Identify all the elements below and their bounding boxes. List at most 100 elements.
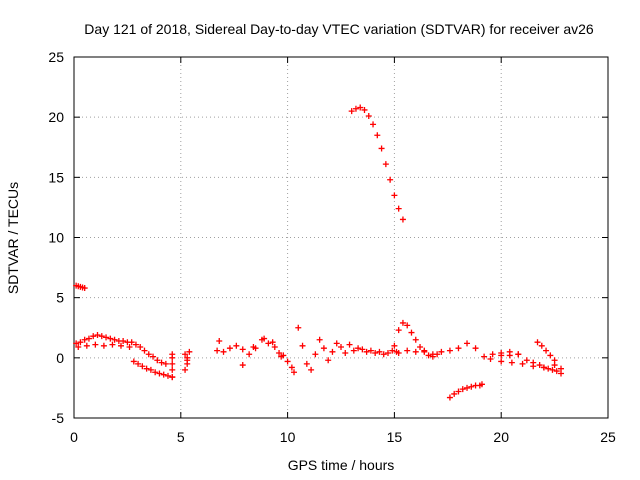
y-tick-label: 15 bbox=[48, 169, 64, 185]
data-point bbox=[111, 336, 118, 343]
x-tick-label: 0 bbox=[70, 429, 78, 445]
data-marks bbox=[73, 104, 565, 401]
data-point bbox=[130, 358, 137, 365]
data-point bbox=[98, 333, 105, 340]
data-point bbox=[446, 347, 453, 354]
data-point bbox=[508, 359, 515, 366]
series-segment-10-15h bbox=[295, 324, 400, 373]
data-point bbox=[515, 351, 522, 358]
data-point bbox=[487, 356, 494, 363]
x-tick-label: 15 bbox=[387, 429, 403, 445]
data-point bbox=[94, 331, 101, 338]
data-point bbox=[553, 368, 560, 375]
data-point bbox=[399, 216, 406, 223]
data-point bbox=[135, 360, 142, 367]
data-point bbox=[308, 366, 315, 373]
grid bbox=[73, 56, 609, 419]
tick-labels: 0 5 10 15 20 25 -5 0 5 10 15 20 25 bbox=[48, 49, 616, 445]
data-point bbox=[359, 346, 366, 353]
data-point bbox=[355, 345, 362, 352]
data-point bbox=[387, 176, 394, 183]
data-point bbox=[408, 329, 415, 336]
data-point bbox=[464, 340, 471, 347]
data-point bbox=[164, 372, 171, 379]
data-point bbox=[128, 339, 135, 346]
data-point bbox=[250, 344, 257, 351]
data-point bbox=[357, 104, 364, 111]
data-point bbox=[261, 335, 268, 342]
data-point bbox=[216, 337, 223, 344]
data-point bbox=[438, 348, 445, 355]
data-point bbox=[451, 390, 458, 397]
data-point bbox=[269, 339, 276, 346]
data-point bbox=[519, 360, 526, 367]
series-segment-20-23h-lower bbox=[487, 356, 565, 372]
data-point bbox=[348, 108, 355, 115]
data-point bbox=[299, 342, 306, 349]
data-point bbox=[150, 353, 157, 360]
data-point bbox=[169, 374, 176, 381]
data-point bbox=[152, 369, 159, 376]
plot-frame bbox=[73, 56, 609, 419]
data-point bbox=[372, 350, 379, 357]
data-point bbox=[239, 362, 246, 369]
data-point bbox=[83, 342, 90, 349]
y-tick-label: 5 bbox=[56, 290, 64, 306]
data-point bbox=[303, 360, 310, 367]
data-point bbox=[412, 348, 419, 355]
data-point bbox=[342, 350, 349, 357]
data-point bbox=[540, 364, 547, 371]
data-point bbox=[137, 344, 144, 351]
data-point bbox=[126, 344, 133, 351]
data-point bbox=[429, 351, 436, 358]
data-point bbox=[276, 350, 283, 357]
series-segment-17-19h-negative bbox=[446, 381, 485, 401]
series-segment-5-6h bbox=[182, 348, 193, 373]
data-point bbox=[169, 360, 176, 367]
data-point bbox=[154, 357, 161, 364]
data-point bbox=[182, 366, 189, 373]
data-point bbox=[182, 351, 189, 358]
data-point bbox=[145, 351, 152, 358]
data-point bbox=[459, 386, 466, 393]
data-point bbox=[352, 105, 359, 112]
x-tick-label: 10 bbox=[280, 429, 296, 445]
data-point bbox=[534, 339, 541, 346]
data-point bbox=[139, 363, 146, 370]
data-point bbox=[90, 333, 97, 340]
data-point bbox=[233, 342, 240, 349]
data-point bbox=[85, 335, 92, 342]
data-point bbox=[374, 132, 381, 139]
data-point bbox=[530, 363, 537, 370]
data-point bbox=[498, 358, 505, 365]
data-point bbox=[214, 347, 221, 354]
x-tick-label: 20 bbox=[493, 429, 509, 445]
data-point bbox=[506, 348, 513, 355]
series-segment-13-15h-rise bbox=[348, 104, 406, 223]
data-point bbox=[361, 106, 368, 113]
data-point bbox=[320, 345, 327, 352]
data-point bbox=[547, 352, 554, 359]
data-point bbox=[160, 371, 167, 378]
data-point bbox=[312, 351, 319, 358]
x-tick-label: 25 bbox=[600, 429, 616, 445]
data-point bbox=[498, 352, 505, 359]
data-point bbox=[169, 366, 176, 373]
data-point bbox=[325, 357, 332, 364]
data-point bbox=[117, 342, 124, 349]
data-point bbox=[538, 342, 545, 349]
data-point bbox=[284, 358, 291, 365]
data-point bbox=[103, 334, 110, 341]
data-point bbox=[536, 362, 543, 369]
data-point bbox=[395, 350, 402, 357]
y-tick-label: -5 bbox=[52, 410, 65, 426]
data-point bbox=[226, 345, 233, 352]
data-point bbox=[169, 351, 176, 358]
data-point bbox=[107, 335, 114, 342]
data-point bbox=[73, 340, 80, 347]
x-tick-label: 5 bbox=[177, 429, 185, 445]
data-point bbox=[404, 347, 411, 354]
data-point bbox=[329, 348, 336, 355]
data-point bbox=[92, 341, 99, 348]
series-segment-15-17h-hump bbox=[391, 319, 441, 360]
